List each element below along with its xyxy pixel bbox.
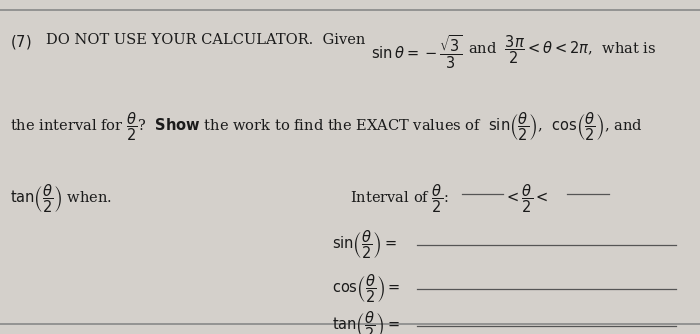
Text: Interval of $\dfrac{\theta}{2}$:: Interval of $\dfrac{\theta}{2}$: [350,182,449,214]
Text: $\tan\!\left(\dfrac{\theta}{2}\right)$ when.: $\tan\!\left(\dfrac{\theta}{2}\right)$ w… [10,182,113,214]
Text: DO NOT USE YOUR CALCULATOR.  Given: DO NOT USE YOUR CALCULATOR. Given [46,33,365,47]
Text: $\cos\!\left(\dfrac{\theta}{2}\right) =$: $\cos\!\left(\dfrac{\theta}{2}\right) =$ [332,272,401,305]
Text: $\tan\!\left(\dfrac{\theta}{2}\right) =$: $\tan\!\left(\dfrac{\theta}{2}\right) =$ [332,309,400,334]
Text: $\sin\theta = -\dfrac{\sqrt{3}}{3}$: $\sin\theta = -\dfrac{\sqrt{3}}{3}$ [371,33,463,71]
Text: and  $\dfrac{3\pi}{2} < \theta < 2\pi$,  what is: and $\dfrac{3\pi}{2} < \theta < 2\pi$, w… [468,33,656,66]
Text: $< \dfrac{\theta}{2} <$: $< \dfrac{\theta}{2} <$ [504,182,549,214]
Text: the interval for $\dfrac{\theta}{2}$?  $\mathbf{Show}$ the work to find the EXAC: the interval for $\dfrac{\theta}{2}$? $\… [10,110,643,143]
Text: $\sin\!\left(\dfrac{\theta}{2}\right) =$: $\sin\!\left(\dfrac{\theta}{2}\right) =$ [332,229,398,261]
Text: $(7)$: $(7)$ [10,33,32,51]
